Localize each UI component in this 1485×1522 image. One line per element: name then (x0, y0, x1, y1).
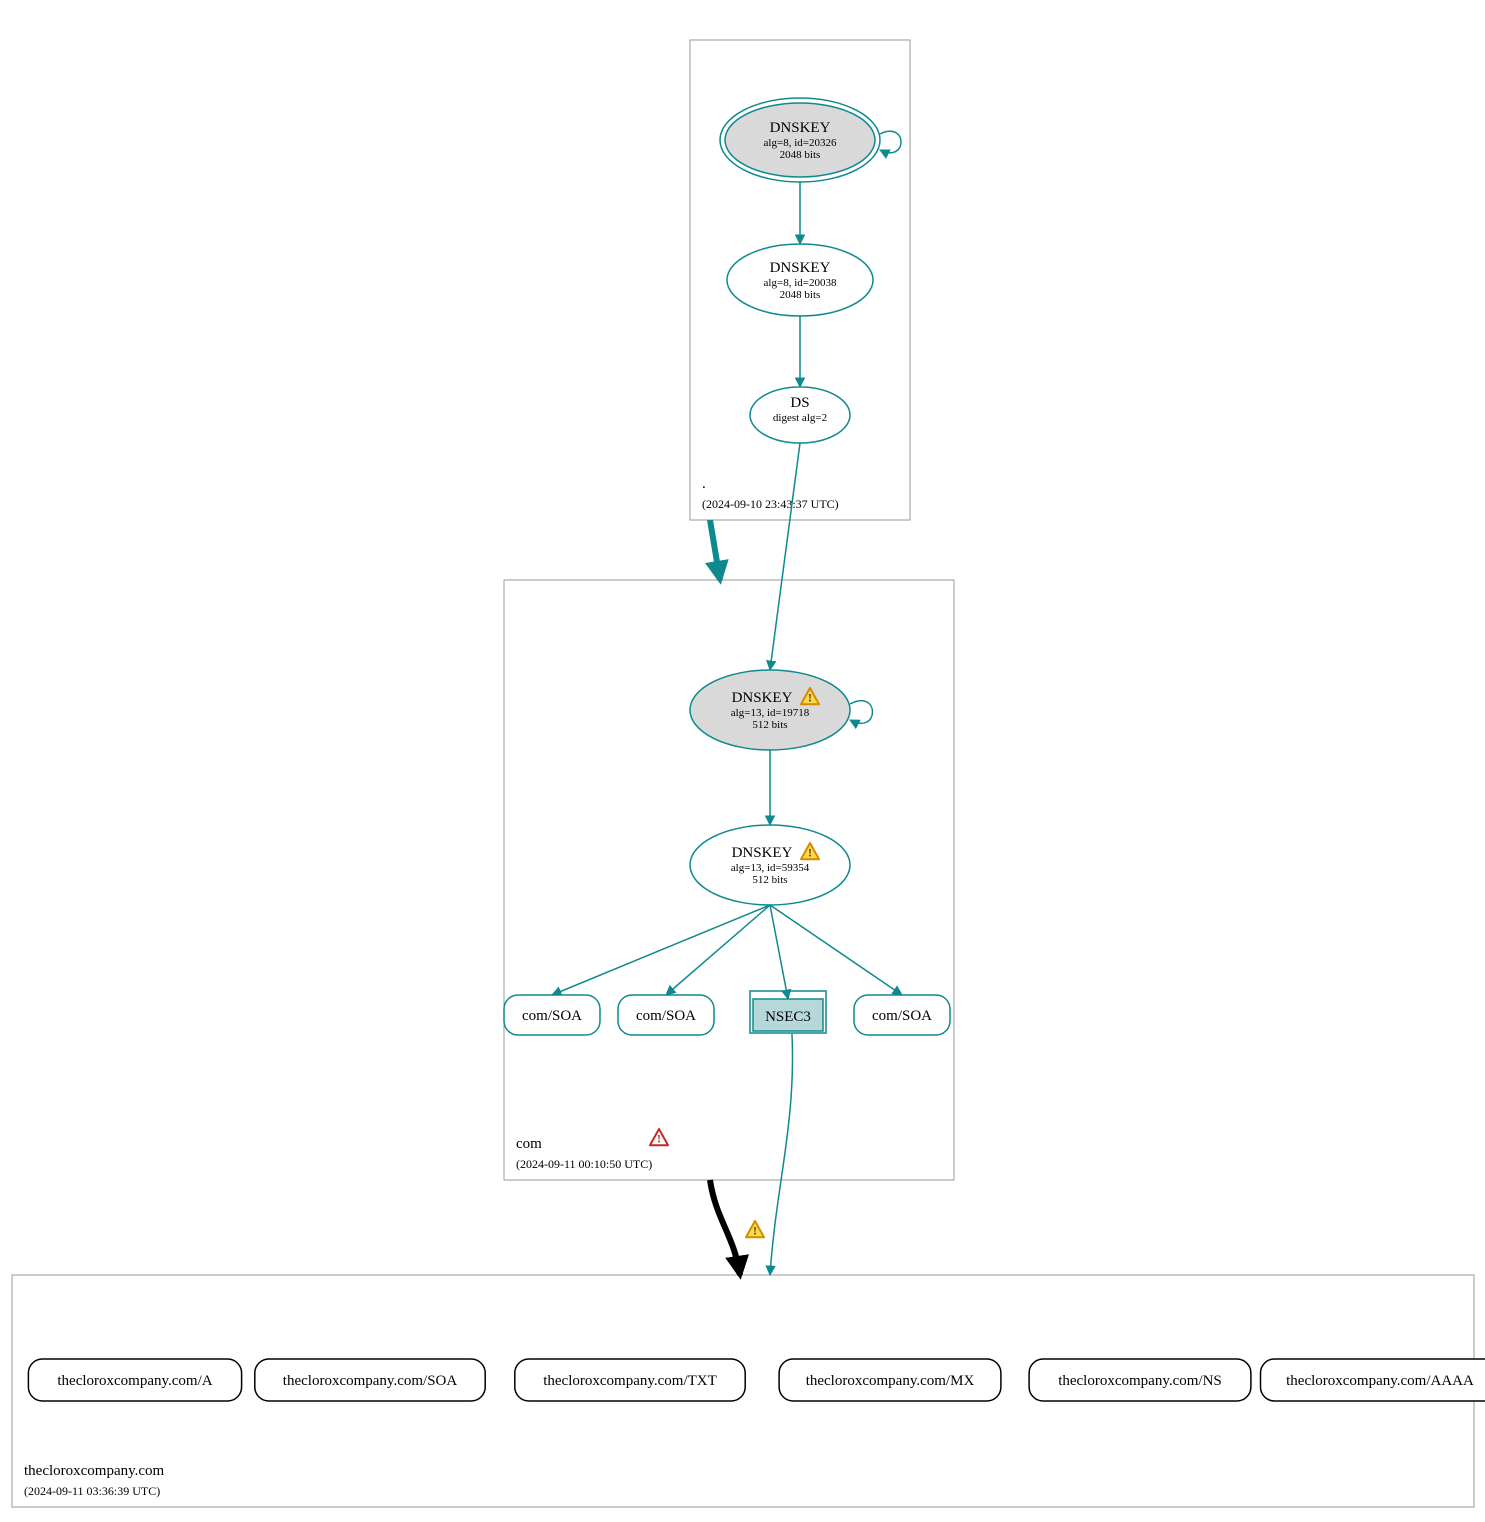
node-sub1: digest alg=2 (773, 412, 827, 424)
zone-timestamp: (2024-09-10 23:43:37 UTC) (702, 497, 839, 511)
edge (666, 905, 770, 995)
label: thecloroxcompany.com/A (57, 1373, 212, 1389)
svg-text:!: ! (657, 1132, 661, 1146)
edge (770, 905, 902, 995)
edge (770, 443, 800, 670)
edge (552, 905, 770, 995)
zone-edge-root-com (710, 520, 720, 580)
self-loop (880, 131, 901, 153)
node-rootZsk: DNSKEYalg=8, id=200382048 bits (727, 244, 873, 316)
label: thecloroxcompany.com/AAAA (1286, 1373, 1474, 1389)
node-sub2: 512 bits (752, 874, 787, 886)
zone-name: . (702, 476, 706, 492)
node-sub1: alg=13, id=59354 (731, 862, 810, 874)
rr-com-soa: com/SOA (618, 995, 714, 1035)
zone-name: com (516, 1136, 542, 1152)
node-sub2: 2048 bits (780, 149, 821, 161)
rr-domain-5: thecloroxcompany.com/AAAA (1261, 1359, 1485, 1401)
zone-name: thecloroxcompany.com (24, 1463, 165, 1479)
svg-text:!: ! (753, 1224, 757, 1238)
edge (770, 905, 788, 999)
label: com/SOA (522, 1008, 582, 1024)
node-title: DNSKEY (770, 120, 831, 136)
label: com/SOA (636, 1008, 696, 1024)
node-title: DNSKEY (770, 260, 831, 276)
node-rootKsk: DNSKEYalg=8, id=203262048 bits (720, 98, 880, 182)
rr-domain-2: thecloroxcompany.com/TXT (515, 1359, 745, 1401)
label: thecloroxcompany.com/MX (806, 1373, 975, 1389)
zone-timestamp: (2024-09-11 00:10:50 UTC) (516, 1157, 652, 1171)
dnssec-diagram: . (2024-09-10 23:43:37 UTC) com (2024-09-11… (0, 0, 1485, 1522)
node-title: DNSKEY (732, 690, 793, 706)
zone-timestamp: (2024-09-11 03:36:39 UTC) (24, 1484, 160, 1498)
edge-com-domain-black (710, 1180, 740, 1275)
label: thecloroxcompany.com/SOA (283, 1373, 458, 1389)
rr-domain-1: thecloroxcompany.com/SOA (255, 1359, 485, 1401)
edge-com-domain (770, 1034, 793, 1275)
svg-text:!: ! (808, 846, 812, 860)
node-sub1: alg=8, id=20326 (764, 137, 837, 149)
node-rootDs: DSdigest alg=2 (750, 387, 850, 443)
node-comZsk: DNSKEY! alg=13, id=59354512 bits (690, 825, 850, 905)
node-sub2: 2048 bits (780, 289, 821, 301)
rr-domain-4: thecloroxcompany.com/NS (1029, 1359, 1251, 1401)
rr-com-soa: com/SOA (854, 995, 950, 1035)
error-icon: ! (650, 1129, 668, 1146)
rr-domain-3: thecloroxcompany.com/MX (779, 1359, 1001, 1401)
node-sub1: alg=13, id=19718 (731, 707, 810, 719)
label: thecloroxcompany.com/NS (1058, 1373, 1222, 1389)
self-loop (850, 701, 873, 724)
label: thecloroxcompany.com/TXT (543, 1373, 717, 1389)
rr-com-soa: com/SOA (504, 995, 600, 1035)
node-comKsk: DNSKEY! alg=13, id=19718512 bits (690, 670, 850, 750)
rr-domain-0: thecloroxcompany.com/A (28, 1359, 241, 1401)
node-sub2: 512 bits (752, 719, 787, 731)
label: NSEC3 (765, 1009, 811, 1025)
node-title: DNSKEY (732, 845, 793, 861)
nsec3-box: NSEC3 (750, 991, 826, 1033)
svg-text:!: ! (808, 691, 812, 705)
node-sub1: alg=8, id=20038 (764, 277, 837, 289)
warning-icon: ! (746, 1221, 764, 1238)
label: com/SOA (872, 1008, 932, 1024)
node-title: DS (790, 395, 809, 411)
